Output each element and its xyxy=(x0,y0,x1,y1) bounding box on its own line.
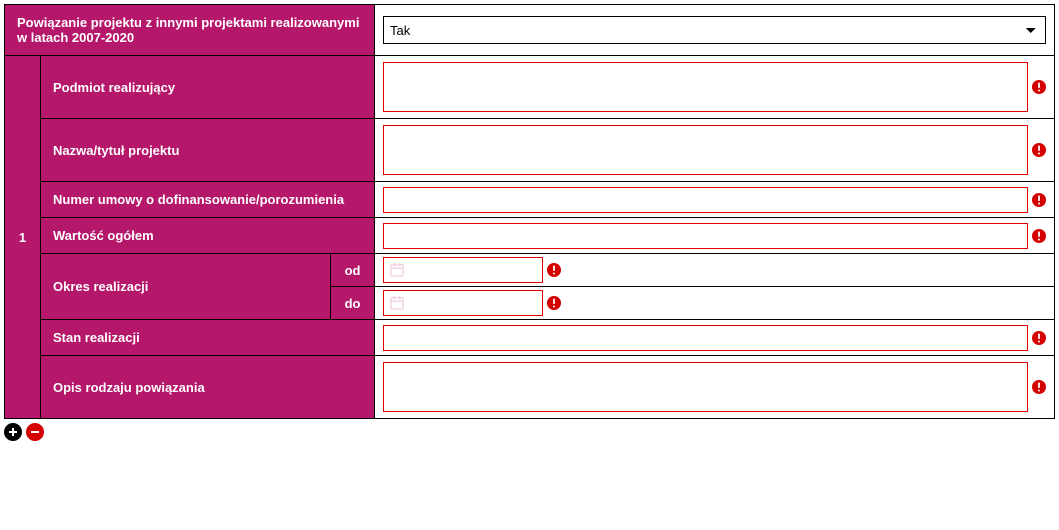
label-stan-cell: Stan realizacji xyxy=(41,320,375,356)
label-podmiot: Podmiot realizujący xyxy=(53,80,175,95)
value-nazwa-cell xyxy=(375,119,1055,182)
calendar-icon xyxy=(390,296,404,310)
label-numer-umowy-cell: Numer umowy o dofinansowanie/porozumieni… xyxy=(41,182,375,218)
project-link-table: Powiązanie projektu z innymi projektami … xyxy=(4,4,1055,419)
error-icon xyxy=(1032,143,1046,157)
add-row-button[interactable] xyxy=(4,423,22,441)
label-wartosc: Wartość ogółem xyxy=(53,228,154,243)
label-do: do xyxy=(345,296,361,311)
row-number: 1 xyxy=(19,230,26,245)
error-icon xyxy=(1032,229,1046,243)
label-od-cell: od xyxy=(331,254,375,287)
input-wartosc[interactable] xyxy=(383,223,1028,249)
label-okres: Okres realizacji xyxy=(53,279,148,294)
row-actions xyxy=(4,423,1055,441)
value-numer-umowy-cell xyxy=(375,182,1055,218)
value-okres-do-cell xyxy=(375,287,1055,320)
label-od: od xyxy=(345,263,361,278)
error-icon xyxy=(1032,380,1046,394)
label-opis-cell: Opis rodzaju powiązania xyxy=(41,356,375,419)
error-icon xyxy=(1032,331,1046,345)
header-select-cell: Tak xyxy=(375,5,1055,56)
label-nazwa: Nazwa/tytuł projektu xyxy=(53,143,179,158)
label-nazwa-cell: Nazwa/tytuł projektu xyxy=(41,119,375,182)
value-opis-cell xyxy=(375,356,1055,419)
link-select[interactable]: Tak xyxy=(383,16,1046,44)
label-numer-umowy: Numer umowy o dofinansowanie/porozumieni… xyxy=(53,192,344,207)
input-okres-od[interactable] xyxy=(383,257,543,283)
label-opis: Opis rodzaju powiązania xyxy=(53,380,205,395)
calendar-icon xyxy=(390,263,404,277)
value-stan-cell xyxy=(375,320,1055,356)
error-icon xyxy=(1032,193,1046,207)
value-wartosc-cell xyxy=(375,218,1055,254)
minus-icon xyxy=(29,426,41,438)
label-do-cell: do xyxy=(331,287,375,320)
label-podmiot-cell: Podmiot realizujący xyxy=(41,56,375,119)
value-podmiot-cell xyxy=(375,56,1055,119)
value-okres-od-cell xyxy=(375,254,1055,287)
header-title: Powiązanie projektu z innymi projektami … xyxy=(17,15,359,45)
remove-row-button[interactable] xyxy=(26,423,44,441)
plus-icon xyxy=(7,426,19,438)
input-nazwa[interactable] xyxy=(383,125,1028,175)
label-wartosc-cell: Wartość ogółem xyxy=(41,218,375,254)
input-podmiot[interactable] xyxy=(383,62,1028,112)
row-number-cell: 1 xyxy=(5,56,41,419)
error-icon xyxy=(547,296,561,310)
input-opis[interactable] xyxy=(383,362,1028,412)
error-icon xyxy=(547,263,561,277)
error-icon xyxy=(1032,80,1046,94)
label-okres-cell: Okres realizacji xyxy=(41,254,331,320)
input-okres-do[interactable] xyxy=(383,290,543,316)
label-stan: Stan realizacji xyxy=(53,330,140,345)
input-stan[interactable] xyxy=(383,325,1028,351)
input-numer-umowy[interactable] xyxy=(383,187,1028,213)
header-title-cell: Powiązanie projektu z innymi projektami … xyxy=(5,5,375,56)
